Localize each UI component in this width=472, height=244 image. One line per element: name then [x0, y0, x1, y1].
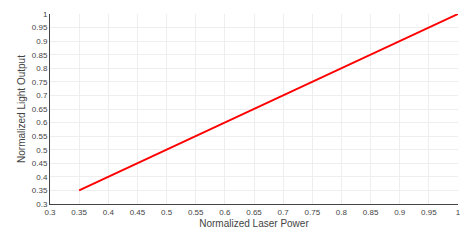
- svg-text:0.95: 0.95: [421, 208, 437, 217]
- svg-text:0.6: 0.6: [219, 208, 231, 217]
- svg-text:0.85: 0.85: [32, 51, 48, 60]
- svg-text:Normalized Laser Power: Normalized Laser Power: [199, 218, 309, 229]
- svg-text:0.5: 0.5: [36, 146, 48, 155]
- svg-text:0.7: 0.7: [278, 208, 290, 217]
- svg-text:0.4: 0.4: [36, 173, 48, 182]
- svg-text:0.55: 0.55: [188, 208, 204, 217]
- svg-text:0.65: 0.65: [246, 208, 262, 217]
- svg-text:0.75: 0.75: [305, 208, 321, 217]
- svg-text:0.3: 0.3: [36, 200, 48, 209]
- svg-text:0.35: 0.35: [71, 208, 87, 217]
- svg-text:0.55: 0.55: [32, 132, 48, 141]
- svg-text:0.5: 0.5: [161, 208, 173, 217]
- svg-text:0.75: 0.75: [32, 78, 48, 87]
- svg-text:0.6: 0.6: [36, 118, 48, 127]
- svg-text:0.85: 0.85: [363, 208, 379, 217]
- svg-text:0.9: 0.9: [394, 208, 406, 217]
- svg-text:0.4: 0.4: [103, 208, 115, 217]
- svg-text:0.45: 0.45: [130, 208, 146, 217]
- svg-text:0.7: 0.7: [36, 91, 48, 100]
- svg-text:1: 1: [456, 208, 461, 217]
- svg-text:0.95: 0.95: [32, 23, 48, 32]
- svg-text:0.8: 0.8: [336, 208, 348, 217]
- svg-text:0.8: 0.8: [36, 64, 48, 73]
- svg-text:0.3: 0.3: [44, 208, 56, 217]
- svg-text:0.9: 0.9: [36, 37, 48, 46]
- svg-text:0.45: 0.45: [32, 159, 48, 168]
- svg-text:Normalized Light Output: Normalized Light Output: [16, 55, 27, 163]
- svg-text:0.65: 0.65: [32, 105, 48, 114]
- svg-text:0.35: 0.35: [32, 186, 48, 195]
- svg-text:1: 1: [43, 10, 48, 19]
